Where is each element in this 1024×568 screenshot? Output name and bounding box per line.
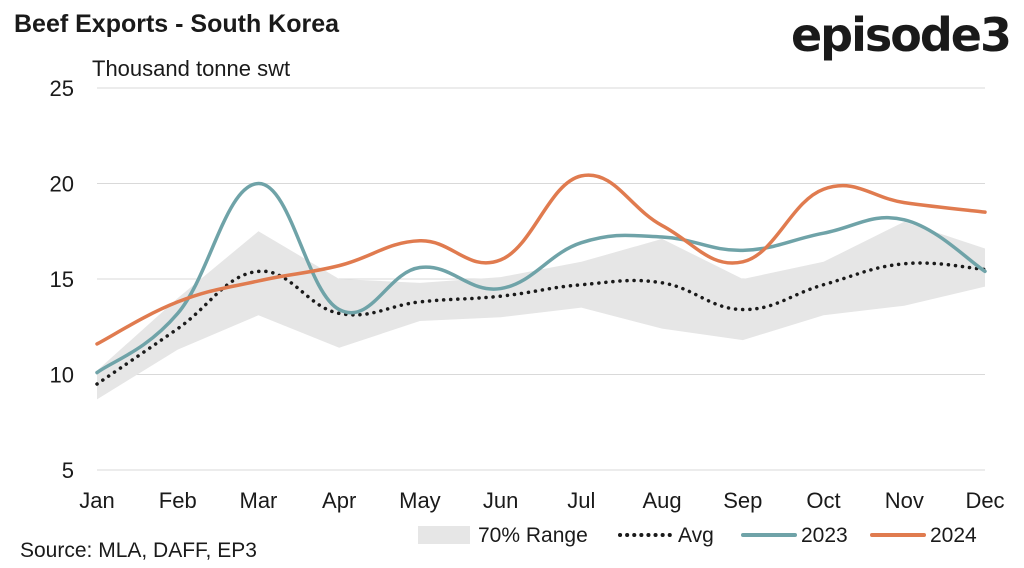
x-tick-mar: Mar [240,488,278,513]
y-tick-10: 10 [50,363,74,388]
x-tick-aug: Aug [643,488,682,513]
x-tick-apr: Apr [322,488,356,513]
legend-label-avg: Avg [678,524,714,547]
brand-logo: episode3 [790,8,1012,62]
x-tick-labels: Jan Feb Mar Apr May Jun Jul Aug Sep Oct Nov Dec [79,488,1004,513]
x-tick-nov: Nov [885,488,924,513]
x-tick-feb: Feb [159,488,197,513]
y-tick-20: 20 [50,172,74,197]
x-tick-jan: Jan [79,488,114,513]
range-band [97,221,985,400]
y-axis-label: Thousand tonne swt [92,56,290,81]
y-tick-labels: 5 10 15 20 25 [50,76,74,483]
series-line-2024 [95,173,987,346]
range-band-layer [97,221,985,400]
legend-label-range: 70% Range [478,524,588,547]
chart-title: Beef Exports - South Korea [14,10,340,38]
series-lines-layer [95,173,987,386]
x-tick-jun: Jun [483,488,518,513]
x-tick-dec: Dec [965,488,1004,513]
x-tick-oct: Oct [806,488,840,513]
legend-label-2024: 2024 [930,524,977,547]
source-note: Source: MLA, DAFF, EP3 [20,539,257,562]
y-tick-25: 25 [50,76,74,101]
series-line-avg [95,261,987,386]
x-tick-may: May [399,488,441,513]
y-tick-5: 5 [62,458,74,483]
x-tick-sep: Sep [723,488,762,513]
legend-swatch-range [418,526,470,544]
legend-label-2023: 2023 [801,524,848,547]
legend: 70% Range Avg 2023 2024 [418,524,977,547]
series-line-2023 [95,181,987,375]
x-tick-jul: Jul [567,488,595,513]
y-tick-15: 15 [50,267,74,292]
